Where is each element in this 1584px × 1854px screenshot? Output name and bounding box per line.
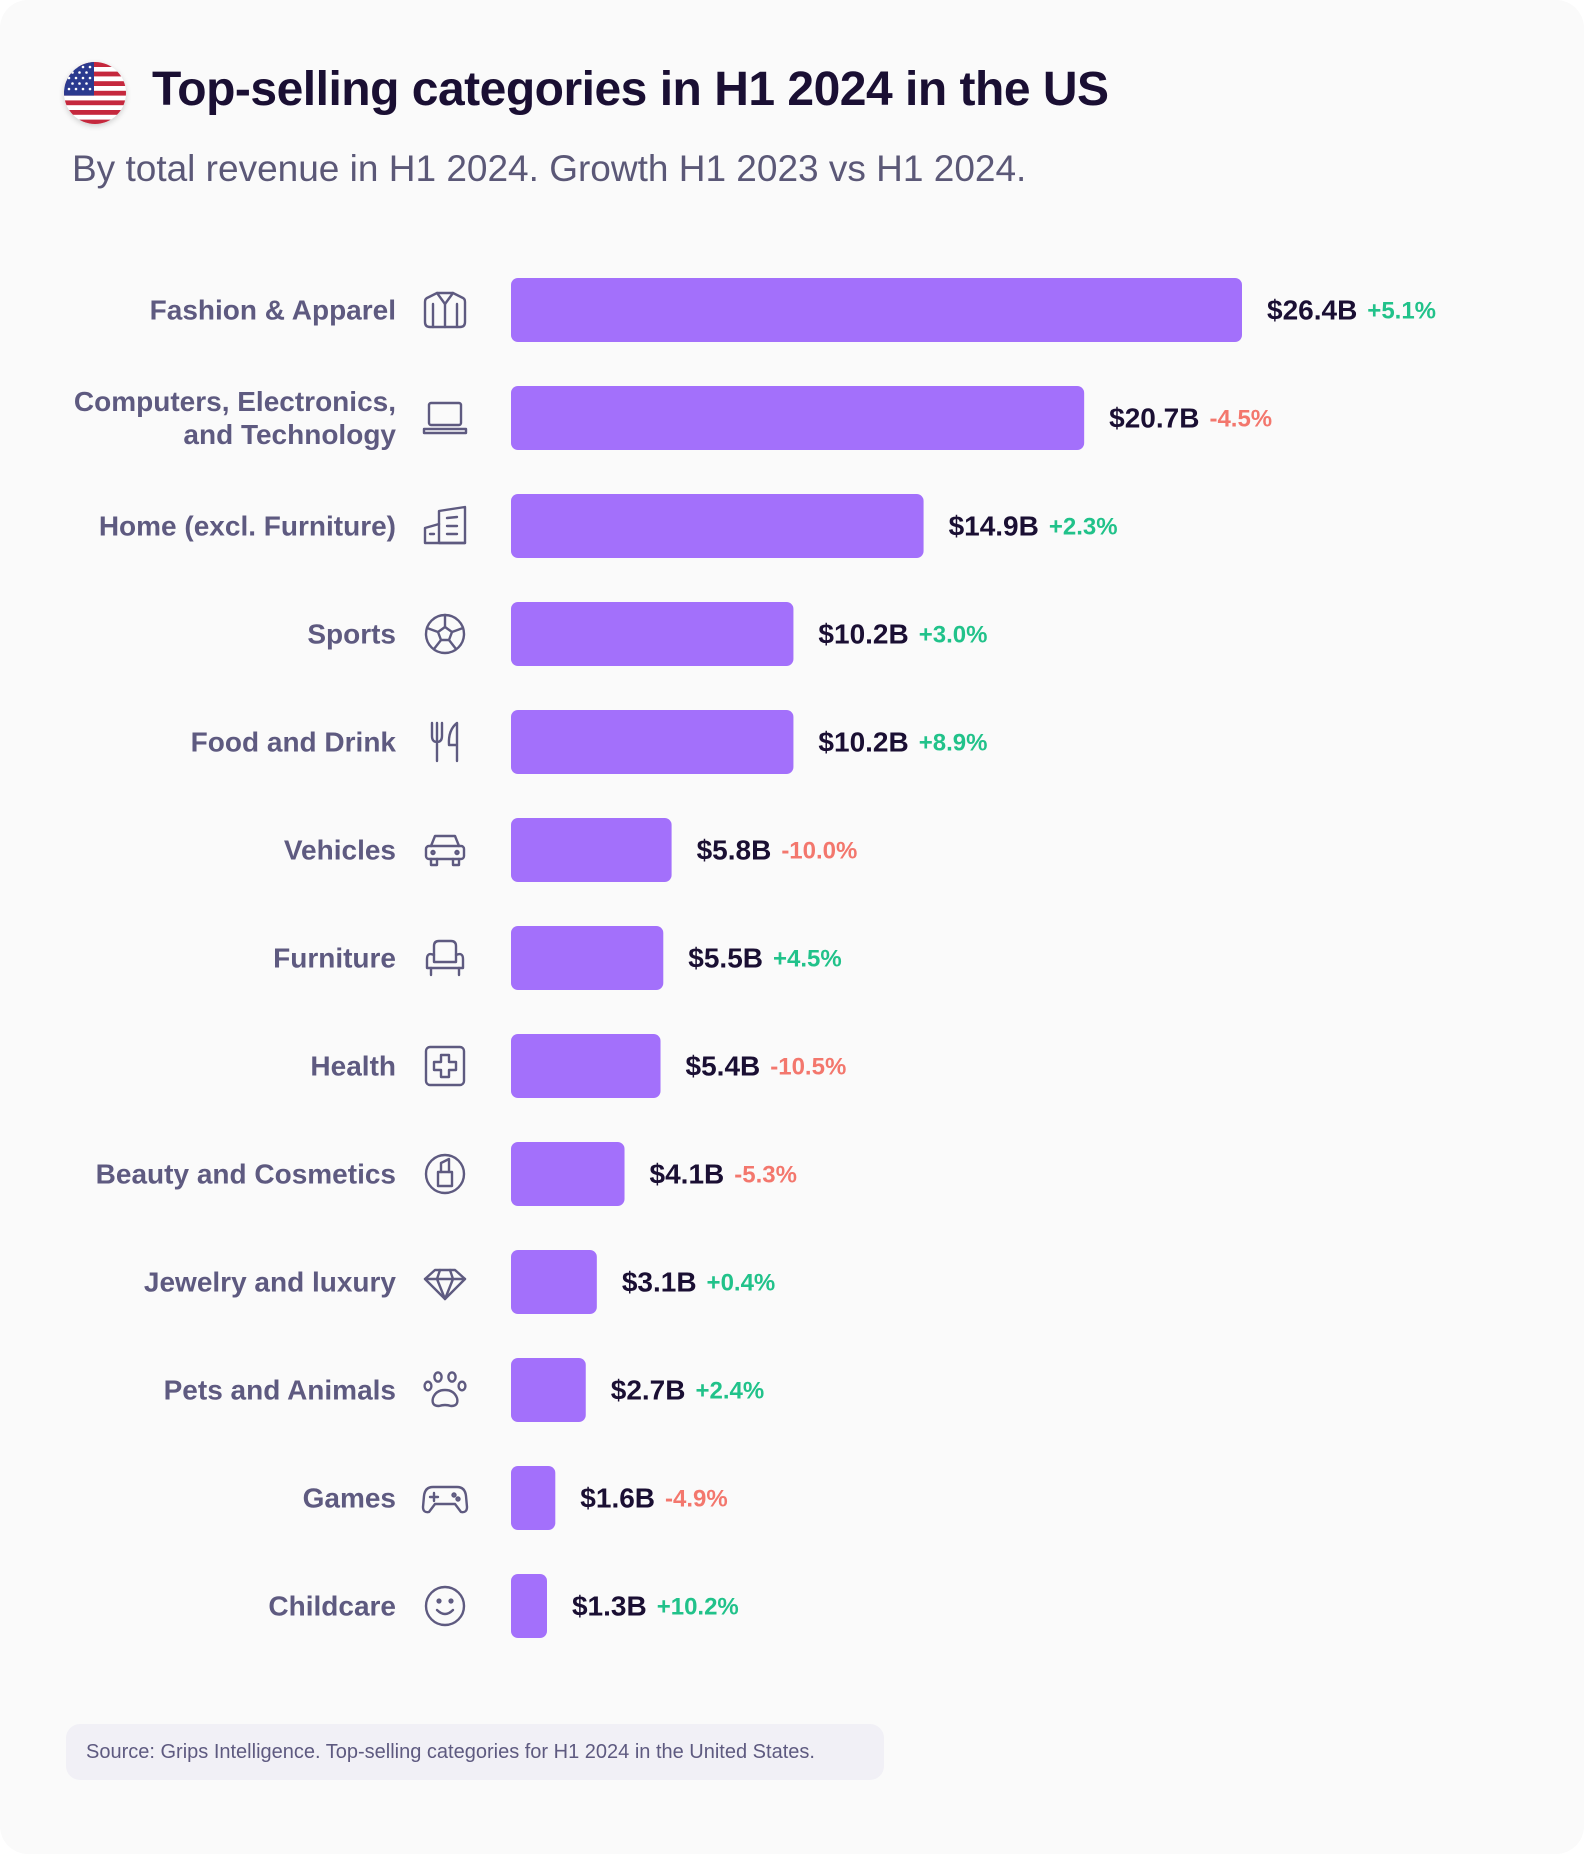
growth-label: +5.1% — [1367, 298, 1436, 325]
growth-label: +10.2% — [657, 1594, 739, 1621]
paw-icon — [423, 1371, 467, 1408]
gamepad-icon — [421, 1485, 469, 1514]
value-label: $10.2B — [818, 727, 908, 758]
value-label: $4.1B — [650, 1159, 725, 1190]
bar-row: Fashion & Apparel $26.4B +5.1% — [150, 278, 1436, 342]
value-label: $1.3B — [572, 1591, 647, 1622]
category-label: Pets and Animals — [164, 1375, 396, 1406]
bar — [511, 926, 664, 990]
bar-row: Jewelry and luxury $3.1B +0.4% — [144, 1250, 775, 1314]
value-label: $5.5B — [688, 943, 763, 974]
chart-subtitle: By total revenue in H1 2024. Growth H1 2… — [72, 148, 1027, 189]
bar-row: Vehicles $5.8B -10.0% — [284, 818, 857, 882]
growth-label: +8.9% — [919, 730, 988, 757]
smiley-icon — [424, 1585, 466, 1627]
value-label: $3.1B — [622, 1267, 697, 1298]
shirt-icon — [423, 291, 467, 329]
bar — [511, 1142, 625, 1206]
growth-label: +0.4% — [707, 1270, 776, 1297]
lipstick-icon — [424, 1153, 466, 1195]
value-label: $26.4B — [1267, 295, 1357, 326]
armchair-icon — [425, 939, 465, 977]
bar-row: Childcare $1.3B +10.2% — [268, 1574, 739, 1638]
diamond-icon — [423, 1268, 467, 1301]
value-label: $20.7B — [1109, 403, 1199, 434]
growth-label: -5.3% — [734, 1162, 797, 1189]
soccer-ball-icon — [424, 613, 466, 655]
growth-label: +2.3% — [1049, 514, 1118, 541]
category-label: Jewelry and luxury — [144, 1267, 397, 1298]
growth-label: -10.0% — [781, 838, 857, 865]
value-label: $1.6B — [580, 1483, 655, 1514]
category-label: Food and Drink — [191, 727, 397, 758]
bar — [511, 1250, 597, 1314]
bar-row: Food and Drink $10.2B +8.9% — [191, 710, 988, 774]
bar-row: Beauty and Cosmetics $4.1B -5.3% — [96, 1142, 797, 1206]
value-label: $14.9B — [949, 511, 1039, 542]
category-label: Games — [303, 1483, 396, 1514]
medical-cross-icon — [424, 1045, 466, 1087]
value-label: $5.8B — [697, 835, 772, 866]
bar-row: Pets and Animals $2.7B +2.4% — [164, 1358, 764, 1422]
value-label: $5.4B — [686, 1051, 761, 1082]
value-label: $10.2B — [818, 619, 908, 650]
category-label: Health — [310, 1051, 396, 1082]
bar-row: Sports $10.2B +3.0% — [307, 602, 987, 666]
growth-label: +4.5% — [773, 946, 842, 973]
bar-row: Health $5.4B -10.5% — [310, 1034, 846, 1098]
car-icon — [424, 834, 466, 867]
bar — [511, 1574, 547, 1638]
bar — [511, 494, 924, 558]
category-label: Computers, Electronics, — [74, 386, 396, 417]
bar-row: Computers, Electronics,and Technology $20… — [74, 386, 1272, 450]
category-label: Vehicles — [284, 835, 396, 866]
bar — [511, 818, 672, 882]
category-label: Furniture — [273, 943, 396, 974]
bar-row: Home (excl. Furniture) $14.9B +2.3% — [99, 494, 1118, 558]
value-label: $2.7B — [611, 1375, 686, 1406]
bar — [511, 386, 1085, 450]
growth-label: -10.5% — [770, 1054, 846, 1081]
category-label: Home (excl. Furniture) — [99, 511, 396, 542]
growth-label: -4.5% — [1209, 406, 1272, 433]
bar-row: Furniture $5.5B +4.5% — [273, 926, 842, 990]
category-label: Sports — [307, 619, 396, 650]
growth-label: -4.9% — [665, 1486, 728, 1513]
bar — [511, 1358, 586, 1422]
bar-row: Games $1.6B -4.9% — [303, 1466, 728, 1530]
laptop-icon — [422, 401, 468, 435]
bar — [511, 602, 794, 666]
growth-label: +3.0% — [919, 622, 988, 649]
bar — [511, 1034, 661, 1098]
category-label: and Technology — [183, 419, 396, 450]
growth-label: +2.4% — [695, 1378, 764, 1405]
bar — [511, 710, 794, 774]
building-icon — [423, 505, 467, 545]
category-label: Fashion & Apparel — [150, 295, 396, 326]
category-label: Beauty and Cosmetics — [96, 1159, 396, 1190]
bar — [511, 1466, 556, 1530]
bar — [511, 278, 1242, 342]
fork-knife-icon — [430, 721, 459, 763]
source-note: Source: Grips Intelligence. Top-selling … — [66, 1724, 884, 1780]
chart-title: Top-selling categories in H1 2024 in the… — [152, 63, 1109, 116]
category-label: Childcare — [268, 1591, 396, 1622]
